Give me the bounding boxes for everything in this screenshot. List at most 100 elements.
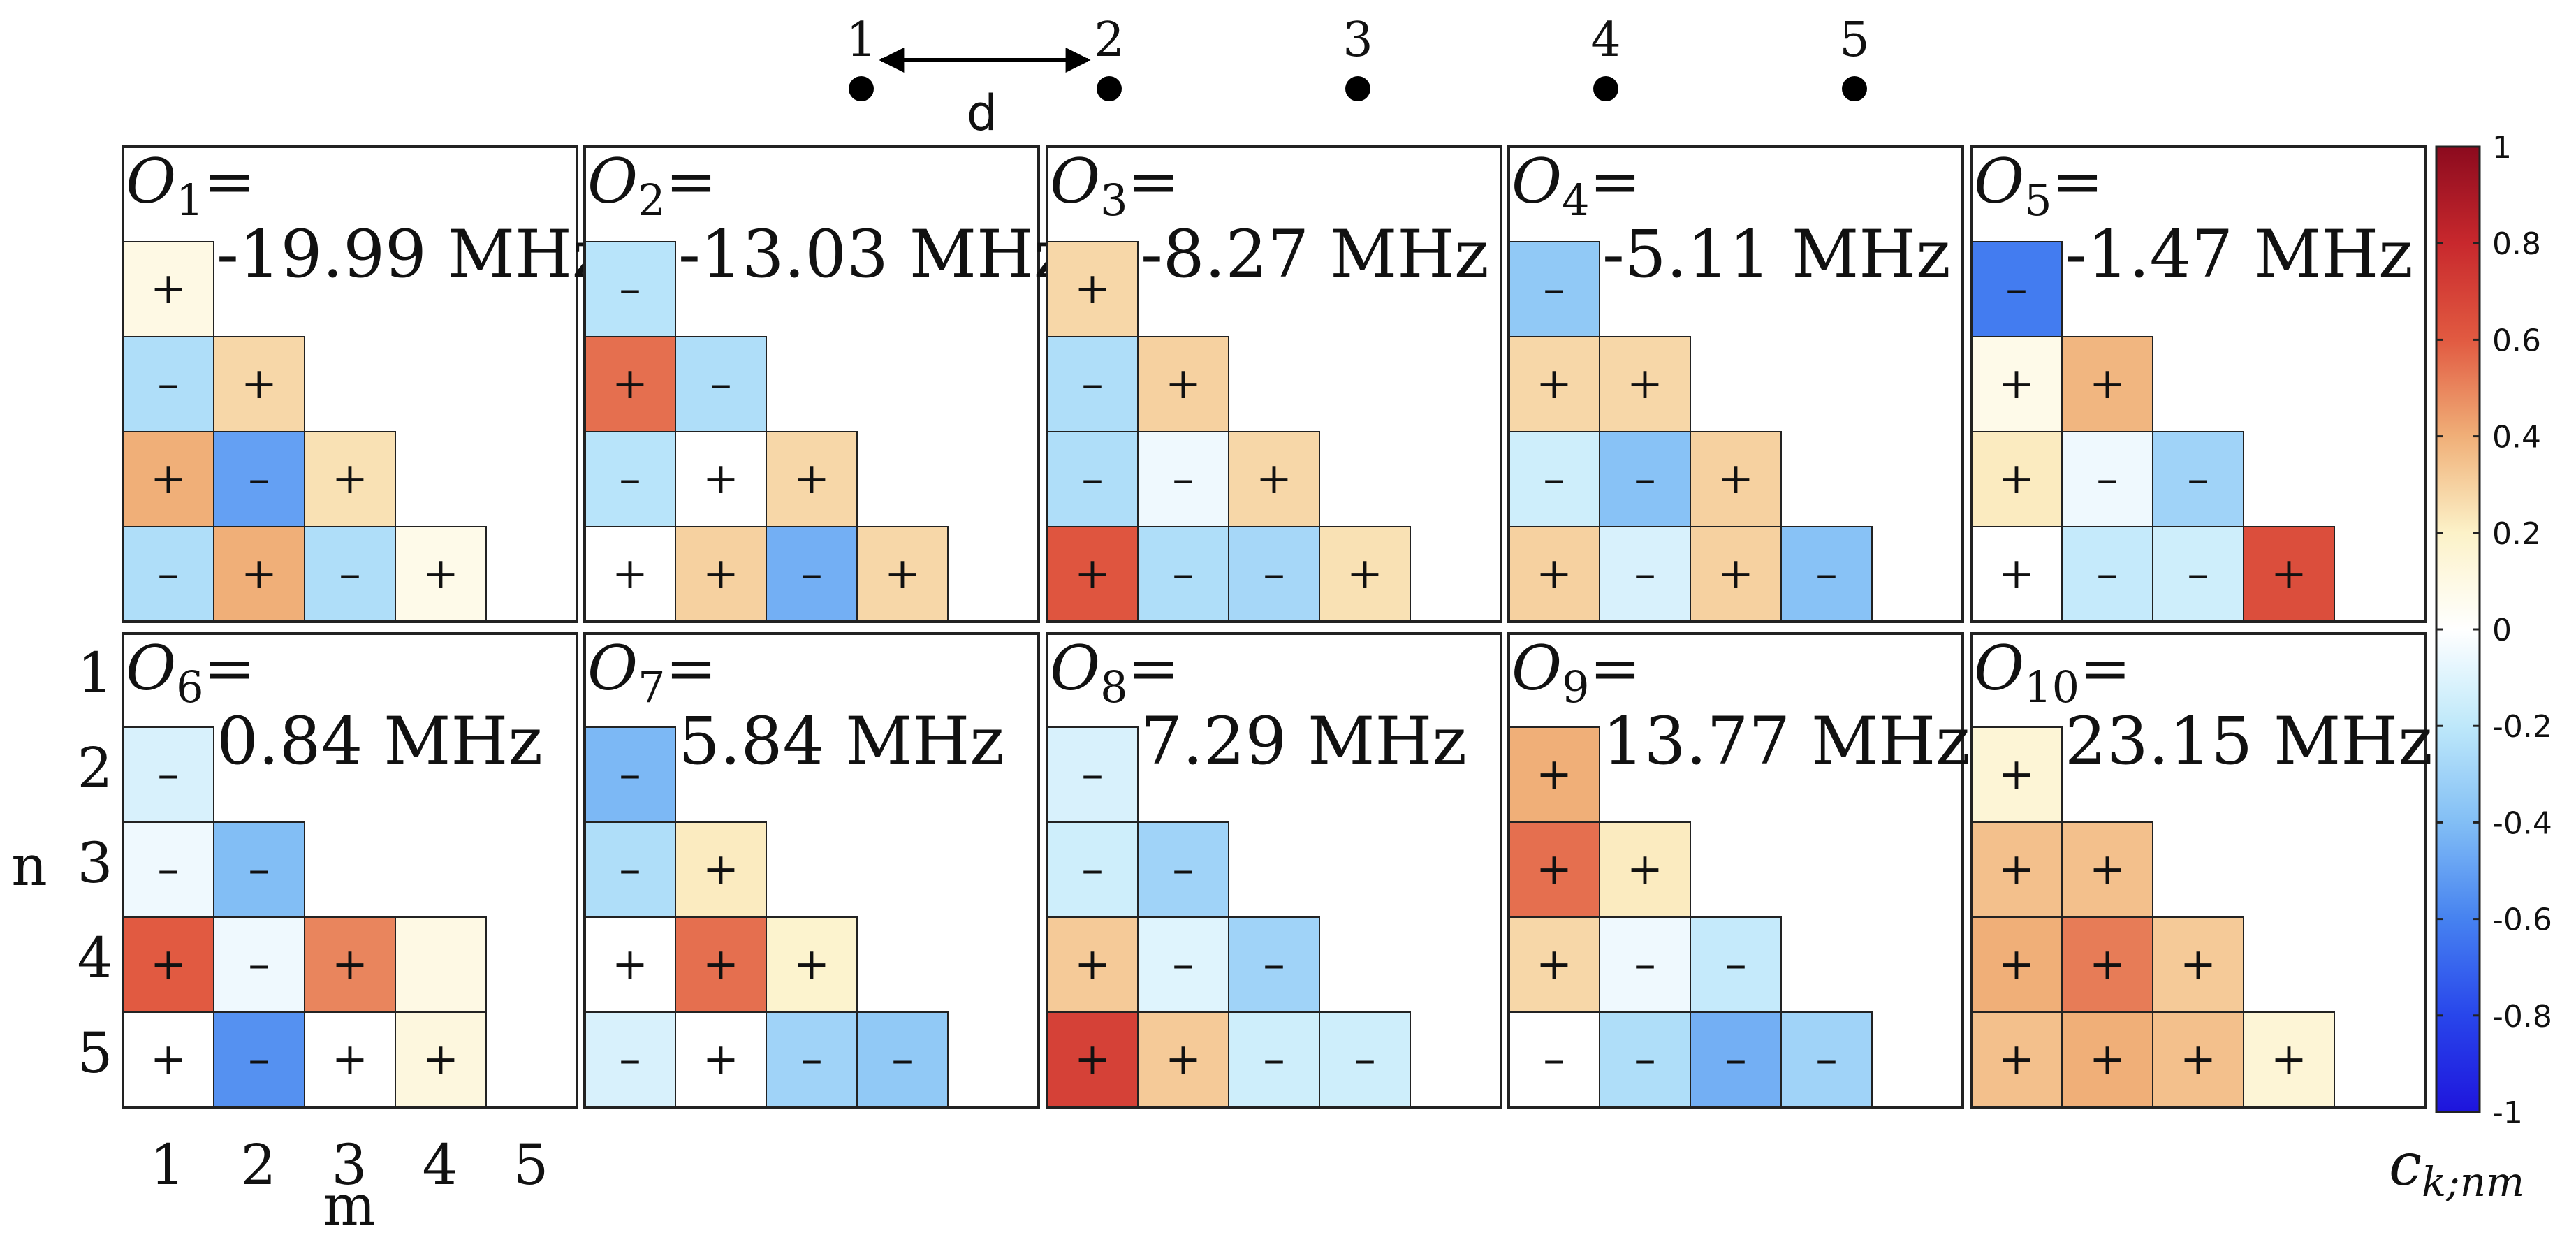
heatmap-cell (1970, 726, 2063, 823)
cell-sign: – (1816, 548, 1838, 599)
cell-sign: + (1536, 548, 1572, 599)
panel-title: O4= (1512, 145, 1641, 226)
panel-frame (1046, 632, 1502, 1109)
heatmap-cell (1137, 526, 1229, 622)
colorbar-tick-label: -0.6 (2492, 903, 2552, 938)
heatmap-cell (584, 1011, 676, 1108)
cell-sign: – (620, 748, 641, 799)
panel-title: O8= (1050, 632, 1179, 713)
cell-sign: + (2089, 358, 2125, 409)
heatmap-cell (1970, 526, 2063, 622)
site-label-1: 1 (846, 13, 876, 68)
cell-sign: + (1627, 843, 1663, 894)
cell-sign: + (423, 548, 459, 599)
cell-sign: + (884, 548, 921, 599)
panel-value: -5.11 MHz (1602, 217, 1951, 293)
heatmap-cell (766, 916, 858, 1013)
x-tick-label: 3 (332, 1132, 367, 1197)
y-tick-label: 2 (78, 736, 113, 801)
cell-sign: – (801, 1033, 823, 1084)
panel-frame (122, 632, 578, 1109)
cell-sign: + (1998, 453, 2035, 504)
colorbar-tick-label: 0 (2492, 613, 2512, 648)
cell-sign: + (793, 938, 830, 989)
colorbar-tick-label: 1 (2492, 130, 2512, 166)
heatmap-cell (766, 526, 858, 622)
site-label-5: 5 (1839, 13, 1869, 68)
heatmap-cell (1137, 821, 1229, 918)
colorbar-tick-label: -0.2 (2492, 709, 2552, 745)
panel-O10: + + + + + + + + + + O10=23.15 MHz (1970, 632, 2433, 1109)
x-axis-label: m (323, 1173, 376, 1238)
cell-sign: + (241, 548, 277, 599)
panel-frame (583, 145, 1040, 623)
panel-O7: – – + + + + – + – – O7=5.84 MHz (583, 632, 1040, 1109)
x-tick-label: 2 (241, 1132, 277, 1197)
panel-title: O2= (587, 145, 717, 226)
heatmap-cell (395, 1011, 487, 1108)
y-tick-label: 3 (78, 831, 113, 896)
cell-sign: + (612, 548, 648, 599)
cell-sign: + (1998, 548, 2035, 599)
heatmap-cell (1508, 431, 1600, 527)
colorbar-tick-label: 0.8 (2492, 226, 2541, 262)
panel-O4: – + + – – + + – + – O4=-5.11 MHz (1507, 145, 1964, 623)
cell-sign: + (423, 1033, 459, 1084)
cell-sign: – (1544, 453, 1565, 504)
spacing-label: d (967, 85, 997, 142)
heatmap-cell (2152, 431, 2244, 527)
cell-sign: – (158, 358, 180, 409)
panel-value: 5.84 MHz (678, 703, 1004, 780)
panel-O5: – + + + – – + – – + O5=-1.47 MHz (1970, 145, 2427, 623)
heatmap-cell (1970, 916, 2063, 1013)
cell-sign: – (1634, 938, 1656, 989)
cell-sign: – (2097, 548, 2118, 599)
colorbar-tick-label: 0.2 (2492, 516, 2541, 552)
cell-sign: – (339, 548, 361, 599)
heatmap-cell (1508, 916, 1600, 1013)
panel-title: O7= (587, 632, 717, 713)
cell-sign: – (1264, 1033, 1285, 1084)
heatmap-cell (2243, 526, 2335, 622)
cell-sign: + (2180, 1033, 2216, 1084)
heatmap-cell (2061, 916, 2153, 1013)
heatmap-cell (675, 431, 767, 527)
cell-sign: – (620, 843, 641, 894)
colorbar-tick-label: -0.8 (2492, 999, 2552, 1035)
panel-value: 23.15 MHz (2065, 703, 2433, 780)
heatmap-cell (766, 431, 858, 527)
cell-sign: + (1536, 938, 1572, 989)
cell-sign: + (1536, 748, 1572, 799)
heatmap-cell (1599, 821, 1691, 918)
panel-frame (1970, 632, 2427, 1109)
heatmap-cell (395, 526, 487, 622)
site-label-4: 4 (1590, 13, 1620, 68)
site-label-2: 2 (1094, 13, 1124, 68)
cell-sign: + (2089, 1033, 2125, 1084)
cell-sign: + (1998, 843, 2035, 894)
heatmap-cell (1780, 526, 1873, 622)
cell-sign: – (1082, 843, 1104, 894)
heatmap-cell (304, 526, 396, 622)
y-axis-label: n (11, 833, 47, 898)
heatmap-cell (122, 916, 214, 1013)
cell-sign: – (892, 1033, 914, 1084)
heatmap-cell (675, 821, 767, 918)
heatmap-cell (584, 336, 676, 432)
panel-O3: + – + – – + + – – + O3=-8.27 MHz (1046, 145, 1502, 623)
colorbar-tick-label: -1 (2492, 1095, 2523, 1131)
cell-sign: – (1634, 1033, 1656, 1084)
cell-sign: + (1256, 453, 1292, 504)
cell-sign: + (1536, 358, 1572, 409)
cell-sign: – (249, 1033, 270, 1084)
cell-sign: – (2097, 453, 2118, 504)
cell-sign: – (1082, 748, 1104, 799)
cell-sign: – (2188, 548, 2209, 599)
panel-O6: – – – + – + + – + + O6=0.84 MHz (122, 632, 578, 1109)
cell-sign: + (150, 1033, 186, 1084)
cell-sign: – (158, 748, 180, 799)
x-tick-label: 4 (423, 1132, 458, 1197)
cell-sign: – (1354, 1033, 1376, 1084)
heatmap-cell (1599, 916, 1691, 1013)
heatmap-cell (1599, 526, 1691, 622)
